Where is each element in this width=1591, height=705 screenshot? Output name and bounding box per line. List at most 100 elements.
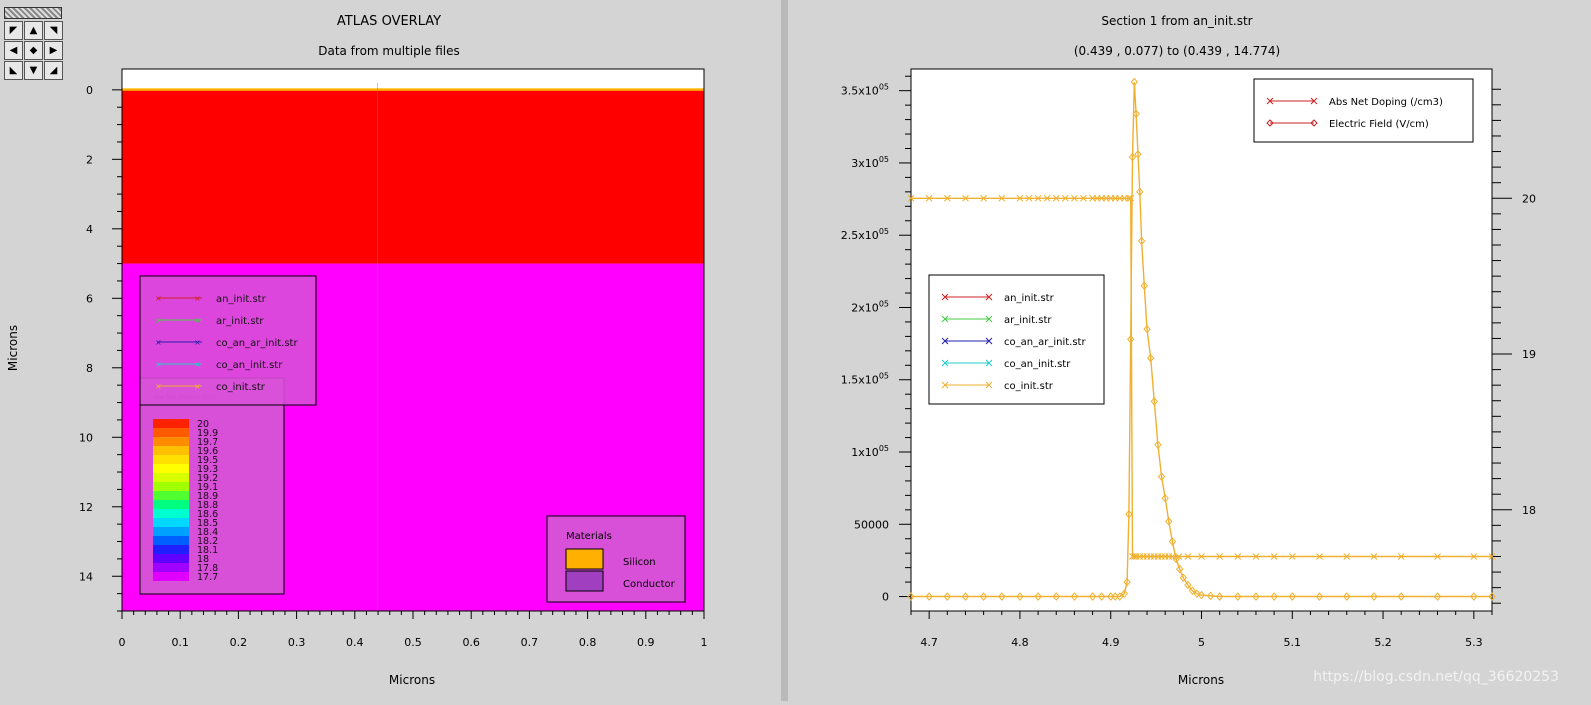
nav-se-button[interactable]: ◢ bbox=[44, 61, 63, 80]
nav-n-button[interactable]: ▲ bbox=[24, 21, 43, 40]
y2-tick-label: 18 bbox=[1522, 504, 1536, 517]
legend-label: ar_init.str bbox=[216, 316, 264, 327]
legend-label: an_init.str bbox=[1004, 293, 1055, 304]
nav-ne-icon: ◥ bbox=[49, 24, 58, 36]
series-point bbox=[1397, 553, 1405, 560]
contour-level-label: 19.5 bbox=[197, 455, 218, 466]
nav-s-button[interactable]: ▼ bbox=[24, 61, 43, 80]
series-point bbox=[1234, 553, 1242, 560]
atlas-overlay-plot: ATLAS OVERLAY Data from multiple files 0 0.… bbox=[6, 14, 708, 687]
variable-legend: Abs Net Doping (/cm3) Electric Field (V/c… bbox=[1253, 78, 1474, 143]
series-point bbox=[998, 194, 1006, 202]
series-point bbox=[979, 592, 988, 601]
series-point bbox=[1025, 194, 1033, 202]
series-point bbox=[1316, 553, 1323, 560]
legend-label: Electric Field (V/cm) bbox=[1329, 119, 1429, 130]
contour-level-label: 19.1 bbox=[197, 482, 218, 493]
series-point bbox=[1130, 77, 1138, 87]
nav-center-button[interactable]: ◆ bbox=[24, 41, 43, 60]
legend-label: co_init.str bbox=[216, 382, 266, 393]
series-point bbox=[1216, 553, 1224, 560]
nav-nw-button[interactable]: ◤ bbox=[4, 21, 23, 40]
series-point bbox=[1088, 592, 1097, 601]
series-point bbox=[1397, 592, 1405, 601]
nav-w-button[interactable]: ◀ bbox=[4, 41, 23, 60]
legend-label: co_an_ar_init.str bbox=[1004, 337, 1086, 348]
y-tick-label: 14 bbox=[79, 570, 93, 583]
y-tick-label: 50000 bbox=[854, 518, 889, 531]
series-point bbox=[1034, 194, 1042, 202]
series-point bbox=[1252, 592, 1260, 601]
section-cutline-plot: Section 1 from an_init.str (0.439 , 0.077… bbox=[841, 14, 1536, 687]
legend-marker: × bbox=[194, 382, 201, 391]
plot-subtitle: Data from multiple files bbox=[318, 44, 460, 58]
y2-tick-label: 19 bbox=[1522, 348, 1536, 361]
series-point bbox=[1128, 152, 1137, 162]
contour-level-label: 19.3 bbox=[197, 464, 218, 475]
series-point bbox=[1150, 397, 1158, 406]
series-point bbox=[1061, 194, 1069, 202]
contour-level-label: 19.7 bbox=[197, 437, 218, 448]
plot-title: ATLAS OVERLAY bbox=[337, 14, 441, 29]
x-axis-label: Microns bbox=[1178, 673, 1224, 687]
legend-marker bbox=[1266, 97, 1274, 105]
series-doping bbox=[907, 194, 1496, 560]
x-tick-label: 0.1 bbox=[171, 636, 189, 649]
legend-label: ar_init.str bbox=[1004, 315, 1052, 326]
x-tick-label: 1 bbox=[701, 636, 708, 649]
x-tick-label: 0 bbox=[119, 636, 126, 649]
nav-e-button[interactable]: ▶ bbox=[44, 41, 63, 60]
navigation-pad: ◤ ▲ ◥ ◀ ◆ ▶ ◣ ▼ ◢ bbox=[4, 7, 63, 81]
legend-marker bbox=[941, 293, 949, 301]
legend-marker: × bbox=[155, 360, 162, 369]
series-point bbox=[1488, 553, 1496, 560]
plot-subtitle: (0.439 , 0.077) to (0.439 , 14.774) bbox=[1074, 44, 1280, 58]
contour-swatch bbox=[153, 554, 189, 563]
series-point bbox=[1252, 553, 1260, 560]
y-tick-label: 1x1005 bbox=[851, 444, 889, 459]
legend-marker: × bbox=[155, 316, 162, 325]
series-electric-field bbox=[907, 77, 1496, 601]
series-point bbox=[1175, 553, 1183, 560]
series-point bbox=[1179, 573, 1188, 583]
materials-legend: Materials Silicon Conductor bbox=[546, 515, 686, 603]
contour-level-label: 18 bbox=[197, 554, 209, 565]
series-point bbox=[1130, 553, 1138, 560]
nav-drag-handle[interactable] bbox=[4, 7, 62, 19]
panel-divider[interactable] bbox=[781, 0, 788, 701]
series-point bbox=[1288, 553, 1296, 560]
series-point bbox=[1193, 589, 1201, 598]
contour-swatch bbox=[153, 473, 189, 482]
contour-swatch bbox=[153, 455, 189, 464]
y2-tick-label: 20 bbox=[1522, 192, 1536, 205]
x-tick-label: 0.7 bbox=[521, 636, 539, 649]
legend-marker: × bbox=[155, 382, 162, 391]
series-point bbox=[1172, 554, 1180, 564]
legend-marker bbox=[1266, 119, 1274, 127]
y-tick-label: 2 bbox=[86, 153, 93, 166]
legend-label: co_an_init.str bbox=[216, 360, 283, 371]
contour-level-label: 18.4 bbox=[197, 527, 218, 538]
series-point bbox=[1270, 592, 1278, 601]
nav-sw-button[interactable]: ◣ bbox=[4, 61, 23, 80]
legend-marker bbox=[985, 381, 993, 389]
legend-label: co_init.str bbox=[1004, 381, 1054, 392]
contour-swatch bbox=[153, 572, 189, 581]
legend-label: Abs Net Doping (/cm3) bbox=[1329, 97, 1443, 108]
nav-ne-button[interactable]: ◥ bbox=[44, 21, 63, 40]
contour-level-label: 18.9 bbox=[197, 491, 218, 502]
x-tick-label: 0.2 bbox=[230, 636, 248, 649]
series-point bbox=[1315, 592, 1324, 601]
series-point bbox=[961, 592, 970, 601]
contour-level-label: 18.2 bbox=[197, 536, 218, 547]
series-point bbox=[1132, 109, 1140, 119]
right-plot-window: Section 1 from an_init.str (0.439 , 0.077… bbox=[789, 0, 1591, 701]
y-tick-label: 12 bbox=[79, 501, 93, 514]
watermark: https://blog.csdn.net/qq_36620253 bbox=[1313, 669, 1559, 685]
series-point bbox=[1127, 335, 1135, 344]
series-point bbox=[1120, 589, 1128, 598]
contour-level-label: 17.8 bbox=[197, 563, 218, 574]
nav-nw-icon: ◤ bbox=[9, 24, 18, 36]
legend-marker bbox=[1310, 119, 1318, 127]
series-point bbox=[1157, 472, 1166, 481]
